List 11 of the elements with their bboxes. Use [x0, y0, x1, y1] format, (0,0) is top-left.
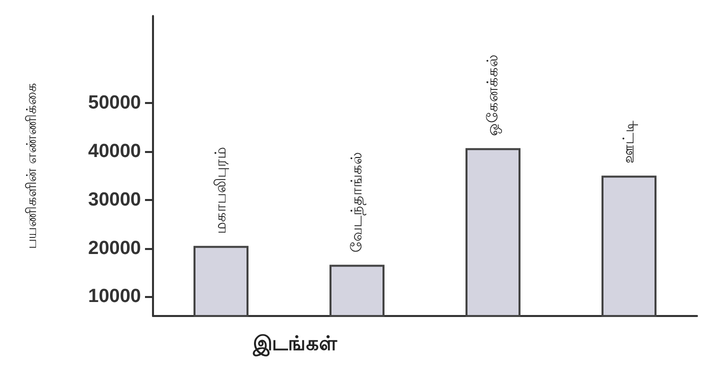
x-axis-title: இடங்கள் [252, 333, 338, 357]
x-tick-label: வேடந்தாங்கல் [348, 152, 366, 253]
x-tick-label: ஊட்டி [620, 120, 638, 164]
x-tick-label: ஒகேனக்கல் [484, 55, 502, 136]
y-tick-label: 30000 [88, 189, 141, 210]
y-axis-title: பயணிகளின் எண்ணிக்கை [23, 83, 39, 249]
y-tick-label: 40000 [88, 140, 141, 162]
y-tick-label: 50000 [88, 92, 141, 114]
y-tick-label: 10000 [88, 286, 141, 308]
y-tick-label: 20000 [88, 238, 141, 259]
x-tick-label: மகாபலிபுரம் [212, 146, 230, 234]
